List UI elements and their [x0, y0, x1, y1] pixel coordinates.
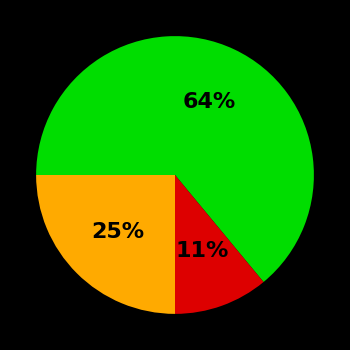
Wedge shape: [175, 175, 264, 314]
Text: 11%: 11%: [176, 241, 229, 261]
Text: 64%: 64%: [183, 92, 236, 112]
Wedge shape: [36, 36, 314, 282]
Wedge shape: [36, 175, 175, 314]
Text: 25%: 25%: [91, 222, 145, 242]
